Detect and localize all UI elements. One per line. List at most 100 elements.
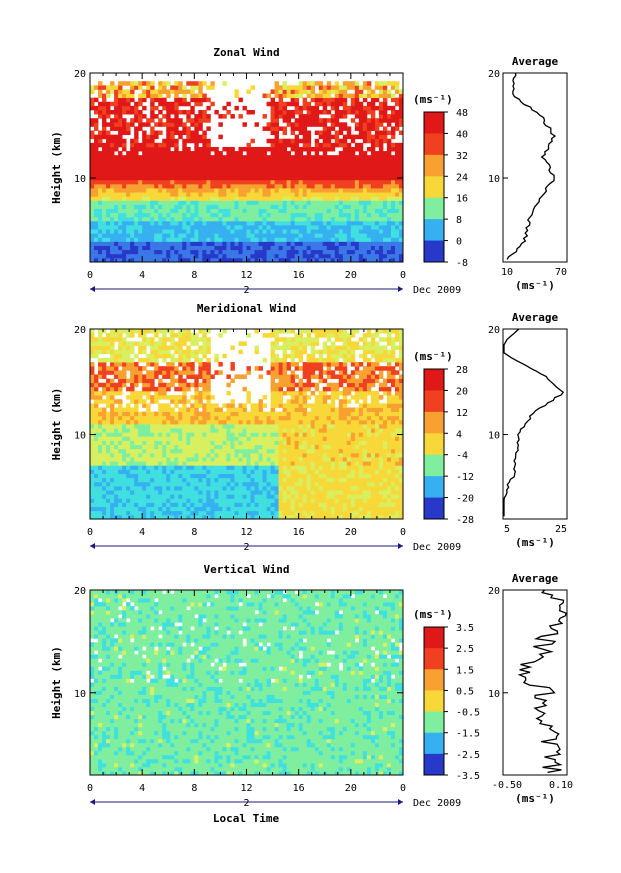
- heatmap-cell: [110, 506, 115, 512]
- heatmap-cell: [178, 444, 183, 450]
- heatmap-cell: [374, 126, 380, 131]
- heatmap-cell: [214, 146, 219, 152]
- heatmap-cell: [154, 374, 159, 379]
- heatmap-cell: [102, 473, 107, 479]
- heatmap-cell: [250, 85, 255, 90]
- heatmap-cell: [170, 151, 175, 156]
- heatmap-cell: [214, 370, 219, 375]
- heatmap-cell: [186, 494, 191, 499]
- heatmap-cell: [258, 448, 263, 454]
- heatmap-cell: [158, 382, 163, 388]
- heatmap-cell: [106, 253, 111, 259]
- heatmap-cell: [318, 175, 324, 181]
- heatmap-cell: [350, 97, 356, 103]
- heatmap-cell: [262, 415, 267, 421]
- heatmap-cell: [150, 457, 155, 462]
- heatmap-cell: [318, 146, 324, 152]
- heatmap-cell: [274, 220, 279, 226]
- heatmap-cell: [350, 192, 356, 197]
- heatmap-cell: [278, 502, 284, 508]
- heatmap-cell: [226, 382, 231, 388]
- heatmap-cell: [198, 502, 203, 508]
- heatmap-cell: [178, 155, 183, 160]
- heatmap-cell: [258, 200, 263, 205]
- heatmap-cell: [390, 233, 396, 238]
- heatmap-cell: [250, 415, 255, 421]
- heatmap-cell: [122, 432, 127, 437]
- heatmap-cell: [286, 353, 292, 359]
- heatmap-cell: [258, 179, 263, 185]
- heatmap-cell: [182, 452, 187, 458]
- heatmap-cell: [142, 514, 147, 520]
- heatmap-cell: [362, 233, 368, 238]
- heatmap-cell: [190, 229, 195, 234]
- heatmap-cell: [134, 448, 139, 454]
- heatmap-cell: [198, 81, 203, 86]
- heatmap-cell: [250, 175, 255, 181]
- heatmap-cell: [98, 101, 103, 107]
- heatmap-cell: [254, 212, 259, 218]
- heatmap-cell: [262, 440, 267, 446]
- heatmap-cell: [266, 204, 271, 209]
- heatmap-cell: [354, 122, 360, 127]
- heatmap-cell: [246, 485, 251, 491]
- heatmap-cell: [230, 208, 235, 214]
- heatmap-cell: [226, 249, 231, 255]
- heatmap-cell: [142, 411, 147, 417]
- heatmap-cell: [258, 167, 263, 173]
- heatmap-cell: [138, 196, 143, 201]
- heatmap-cell: [142, 378, 147, 384]
- heatmap-cell: [346, 151, 352, 156]
- heatmap-cell: [142, 212, 147, 218]
- heatmap-cell: [338, 138, 344, 144]
- heatmap-cell: [226, 208, 231, 214]
- heatmap-cell: [190, 411, 195, 417]
- heatmap-cell: [354, 200, 360, 205]
- heatmap-cell: [258, 188, 263, 193]
- heatmap-cell: [286, 155, 292, 160]
- heatmap-cell: [98, 257, 103, 263]
- heatmap-cell: [182, 122, 187, 127]
- heatmap-cell: [202, 448, 207, 454]
- heatmap-cell: [170, 101, 175, 107]
- heatmap-cell: [178, 245, 183, 251]
- heatmap-cell: [282, 366, 288, 371]
- heatmap-cell: [114, 192, 119, 197]
- heatmap-cell: [390, 159, 396, 164]
- heatmap-cell: [290, 101, 296, 107]
- heatmap-cell: [222, 253, 227, 259]
- heatmap-cell: [362, 229, 368, 234]
- heatmap-cell: [266, 502, 271, 508]
- heatmap-cell: [102, 122, 107, 127]
- heatmap-cell: [90, 370, 95, 375]
- heatmap-cell: [234, 89, 239, 94]
- heatmap-cell: [286, 506, 292, 512]
- heatmap-cell: [286, 461, 292, 466]
- heatmap-cell: [278, 97, 284, 103]
- heatmap-cell: [158, 167, 163, 173]
- heatmap-cell: [354, 109, 360, 115]
- heatmap-cell: [166, 101, 171, 107]
- heatmap-cell: [270, 114, 275, 119]
- heatmap-cell: [358, 89, 364, 94]
- heatmap-cell: [350, 179, 356, 185]
- heatmap-cell: [118, 440, 123, 446]
- heatmap-cell: [286, 159, 292, 164]
- heatmap-cell: [122, 498, 127, 503]
- heatmap-cell: [330, 237, 336, 242]
- heatmap-cell: [146, 146, 151, 152]
- heatmap-cell: [246, 233, 251, 238]
- heatmap-cell: [194, 469, 199, 474]
- heatmap-cell: [150, 89, 155, 94]
- heatmap-cell: [286, 341, 292, 346]
- heatmap-cell: [378, 118, 384, 123]
- heatmap-cell: [270, 481, 275, 487]
- heatmap-cell: [146, 514, 151, 520]
- heatmap-cell: [290, 229, 296, 234]
- heatmap-cell: [282, 362, 288, 367]
- heatmap-cell: [106, 337, 111, 342]
- heatmap-cell: [378, 163, 384, 168]
- colorbar-unit: (ms⁻¹): [413, 93, 453, 106]
- heatmap-cell: [282, 249, 288, 255]
- heatmap-cell: [230, 249, 235, 255]
